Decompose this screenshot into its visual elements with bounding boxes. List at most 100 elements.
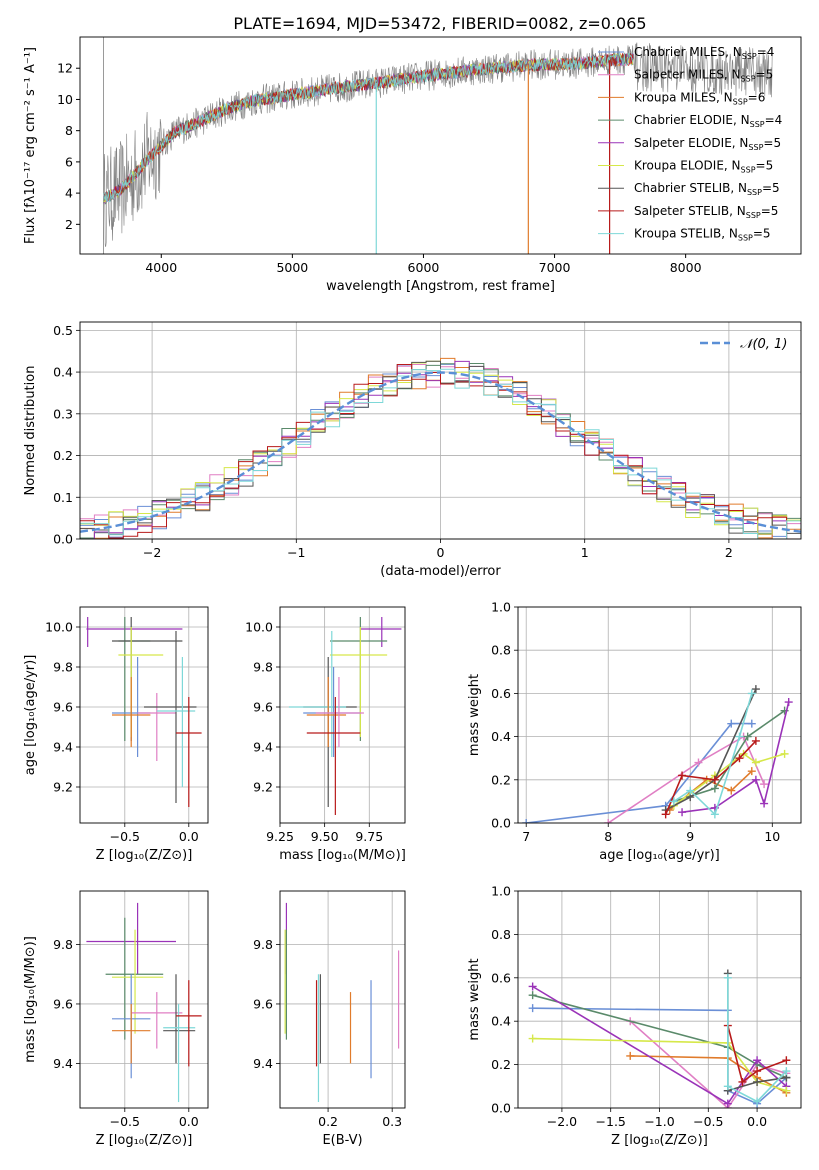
y-tick-label: 9.6 xyxy=(53,996,73,1011)
legend-suffix: =4 xyxy=(757,45,775,59)
errorbar-chabrier_stelib xyxy=(112,617,183,741)
errorbar-kroupa_elodie xyxy=(112,929,164,1034)
legend-subscript: SSP xyxy=(741,166,756,175)
weight-marker xyxy=(738,1077,747,1086)
errorbar-salpeter_stelib xyxy=(176,980,202,1067)
residuals-plot: −2 −1 0 1 2 0.0 0.1 0.2 0.3 0.4 0.5 (data-model)/er… xyxy=(23,321,802,579)
weight-marker xyxy=(747,719,756,728)
y-tick-label: 0.0 xyxy=(53,532,73,547)
legend-subscript: SSP xyxy=(746,211,761,220)
weight-marker xyxy=(753,1056,762,1065)
x-tick-label: 10 xyxy=(764,829,780,844)
y-tick-label: 0.6 xyxy=(491,686,511,701)
plot-frame xyxy=(279,890,406,1109)
legend-label: Salpeter ELODIE, N xyxy=(634,136,748,150)
x-axis-label: wavelength [Angstrom, rest frame] xyxy=(326,279,555,294)
y-tick-label: 9.6 xyxy=(253,700,273,715)
weight-marker xyxy=(710,775,719,784)
legend-suffix: =4 xyxy=(765,113,783,127)
y-tick-label: 0.4 xyxy=(53,365,73,380)
y-tick-label: 9.4 xyxy=(53,740,73,755)
weight-series xyxy=(528,969,791,1108)
y-tick-label: 0.0 xyxy=(491,1101,511,1116)
y-tick-label: 9.8 xyxy=(53,937,73,952)
x-tick-label: 7000 xyxy=(539,260,571,275)
x-tick-label: 0 xyxy=(437,545,445,560)
legend-subscript: SSP xyxy=(733,97,748,106)
weight-marker xyxy=(784,698,793,707)
legend-entry: Kroupa ELODIE, NSSP=5 xyxy=(634,159,773,175)
x-tick-label: 6000 xyxy=(408,260,440,275)
weight-marker xyxy=(686,786,695,795)
y-tick-label: 6 xyxy=(65,154,73,169)
legend-label: Chabrier ELODIE, N xyxy=(634,113,750,127)
legend-suffix: =5 xyxy=(756,159,774,173)
errorbar-kroupa_elodie xyxy=(330,627,388,737)
x-tick-label: 5000 xyxy=(276,260,308,275)
weight-marker xyxy=(782,1067,791,1076)
legend-label: Kroupa ELODIE, N xyxy=(634,159,741,173)
legend-subscript: SSP xyxy=(742,52,757,61)
y-tick-label: 0.4 xyxy=(491,1014,511,1029)
errorbars xyxy=(86,902,202,1103)
x-tick-label: −1.0 xyxy=(644,1114,674,1129)
age_vs_mass-plot: 9.25 9.50 9.75 9.2 9.4 9.6 9.8 10.0 mass [log₁₀(… xyxy=(245,606,406,863)
plot-frame xyxy=(517,606,802,824)
y-tick-label: 0.1 xyxy=(53,490,73,505)
weight-marker xyxy=(528,982,537,991)
errorbar-salpeter_stelib xyxy=(306,697,361,815)
errorbar-chabrier_elodie xyxy=(118,617,151,741)
x-tick-label: −0.5 xyxy=(110,1114,140,1129)
y-tick-label: 9.6 xyxy=(53,700,73,715)
x-tick-label: 2 xyxy=(725,545,733,560)
weight-marker xyxy=(710,784,719,793)
legend-entry: Salpeter ELODIE, NSSP=5 xyxy=(634,136,781,152)
x-tick-label: 9 xyxy=(686,829,694,844)
y-tick-label: 10.0 xyxy=(45,620,73,635)
x-tick-label: 8000 xyxy=(670,260,702,275)
legend-suffix: =6 xyxy=(748,90,766,104)
y-axis-label: Normed distribution xyxy=(23,366,38,496)
x-tick-label: −2.0 xyxy=(547,1114,577,1129)
weight-marker xyxy=(528,1034,537,1043)
plot-frame xyxy=(79,606,209,824)
spectrum-plot: 4000 5000 6000 7000 8000 2 4 6 8 10 12 wavelength [… xyxy=(23,36,802,294)
errorbars xyxy=(86,617,202,807)
x-tick-label: −0.5 xyxy=(693,1114,723,1129)
errorbars xyxy=(284,902,400,1103)
legend-subscript: SSP xyxy=(741,75,756,84)
y-tick-label: 9.2 xyxy=(253,780,273,795)
legend-entry: Kroupa STELIB, NSSP=5 xyxy=(634,227,771,243)
weight-marker xyxy=(747,689,756,698)
legend-entry: Salpeter MILES, NSSP=5 xyxy=(634,68,773,84)
y-tick-label: 8 xyxy=(65,123,73,138)
legend-suffix: =5 xyxy=(761,204,779,218)
weight-marker xyxy=(727,719,736,728)
weight-marker xyxy=(723,973,732,982)
errorbar-salpeter_elodie xyxy=(360,617,402,647)
weight-marker xyxy=(723,1082,732,1091)
y-tick-label: 9.6 xyxy=(253,996,273,1011)
errorbar-kroupa_miles xyxy=(112,1003,151,1064)
errorbar-chabrier_stelib xyxy=(303,657,357,807)
x-tick-label: 7 xyxy=(522,829,530,844)
errorbar-kroupa_stelib xyxy=(163,1003,196,1103)
weight-marker xyxy=(528,991,537,1000)
weight-marker xyxy=(626,1051,635,1060)
weight-marker xyxy=(669,797,678,806)
weight-marker xyxy=(678,771,687,780)
legend-normal-label: 𝒩(0, 1) xyxy=(740,337,787,352)
y-tick-label: 12 xyxy=(57,61,73,76)
weight-marker xyxy=(522,819,531,823)
errorbar-kroupa_miles xyxy=(306,677,347,747)
legend-suffix: =5 xyxy=(762,181,780,195)
model-spectrum-kroupa_stelib xyxy=(103,51,634,203)
plot-frame xyxy=(279,606,406,824)
x-tick-label: 0.0 xyxy=(747,1114,767,1129)
legend-label: Salpeter MILES, N xyxy=(634,68,741,82)
weight-line-chabrier_stelib xyxy=(665,688,757,811)
y-tick-label: 0.2 xyxy=(53,448,73,463)
y-tick-label: 0.4 xyxy=(491,729,511,744)
x-tick-label: 4000 xyxy=(145,260,177,275)
plot-frame xyxy=(517,890,802,1109)
